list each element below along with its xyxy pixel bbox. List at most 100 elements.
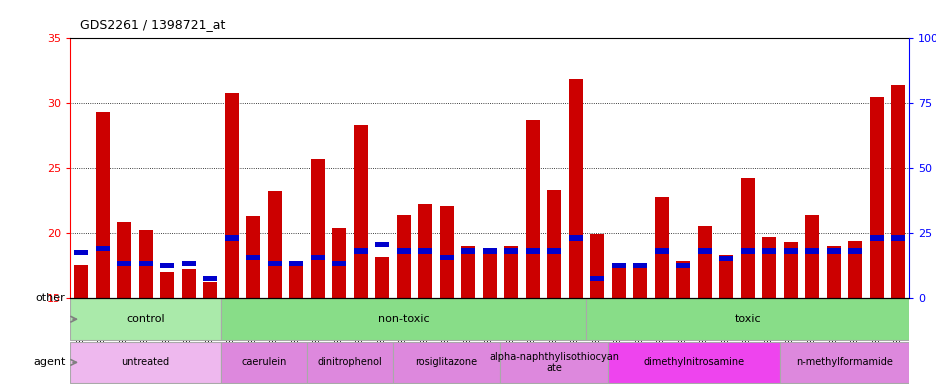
Bar [160,263,174,268]
Text: caerulein: caerulein [241,358,286,367]
Bar [890,85,904,298]
Bar [139,230,153,298]
Text: n-methylformamide: n-methylformamide [795,358,892,367]
Bar [74,265,88,298]
Bar [310,159,324,298]
Bar [182,269,196,298]
Bar [246,255,260,260]
Bar [568,79,582,298]
Bar [525,120,539,298]
Bar [203,276,217,281]
Bar [826,248,840,253]
Bar [718,255,732,298]
Bar [310,255,324,260]
Bar [95,246,110,251]
Bar [482,252,496,298]
Text: GDS2261 / 1398721_at: GDS2261 / 1398721_at [80,18,225,31]
Bar [417,204,431,298]
Bar [95,112,110,298]
Bar [268,261,281,266]
Bar [676,263,689,268]
Bar [654,197,668,298]
Text: rosiglitazone: rosiglitazone [415,358,477,367]
Bar [761,248,775,253]
Bar [439,205,453,298]
Bar [289,265,302,298]
Bar [504,246,518,298]
Bar [718,256,732,261]
Bar [782,248,797,253]
Text: dimethylnitrosamine: dimethylnitrosamine [643,358,743,367]
Bar [697,248,710,253]
Bar [633,268,647,298]
Bar [782,242,797,298]
Bar [869,97,883,298]
FancyBboxPatch shape [70,342,221,383]
Bar [461,246,475,298]
Bar [611,263,625,268]
Bar [890,235,904,240]
Bar [117,261,131,266]
Bar [482,248,496,253]
Bar [225,93,239,298]
Bar [439,255,453,260]
Bar [246,216,260,298]
Bar [289,261,302,266]
Bar [353,125,367,298]
Bar [633,263,647,268]
Bar [547,248,561,253]
Bar [804,215,818,298]
FancyBboxPatch shape [607,342,779,383]
Bar [353,248,367,253]
Bar [697,226,710,298]
Text: agent: agent [33,358,66,367]
Text: toxic: toxic [734,314,760,324]
Bar [331,261,345,266]
FancyBboxPatch shape [779,342,908,383]
Bar [203,282,217,298]
Text: alpha-naphthylisothiocyan
ate: alpha-naphthylisothiocyan ate [489,352,619,373]
Bar [374,257,388,298]
Bar [869,235,883,240]
Bar [117,222,131,298]
Bar [590,276,604,281]
Bar [761,237,775,298]
Text: other: other [36,293,66,303]
Bar [568,235,582,240]
Bar [547,190,561,298]
Bar [331,228,345,298]
Text: dinitrophenol: dinitrophenol [317,358,382,367]
Bar [374,242,388,247]
Bar [826,246,840,298]
FancyBboxPatch shape [500,342,607,383]
Bar [525,248,539,253]
Bar [847,240,861,298]
FancyBboxPatch shape [392,342,500,383]
Bar [739,178,753,298]
Bar [396,248,410,253]
Bar [590,234,604,298]
Bar [396,215,410,298]
Text: non-toxic: non-toxic [377,314,429,324]
Bar [847,248,861,253]
Bar [139,261,153,266]
Bar [182,261,196,266]
Bar [461,248,475,253]
FancyBboxPatch shape [306,342,392,383]
FancyBboxPatch shape [70,298,221,340]
Bar [417,248,431,253]
Bar [504,248,518,253]
Bar [160,271,174,298]
Bar [611,268,625,298]
Bar [739,248,753,253]
Text: control: control [126,314,165,324]
Bar [676,261,689,298]
Bar [74,250,88,255]
Bar [268,191,281,298]
FancyBboxPatch shape [586,298,908,340]
Bar [225,235,239,240]
Bar [804,248,818,253]
Bar [654,248,668,253]
FancyBboxPatch shape [221,342,306,383]
Text: untreated: untreated [122,358,169,367]
